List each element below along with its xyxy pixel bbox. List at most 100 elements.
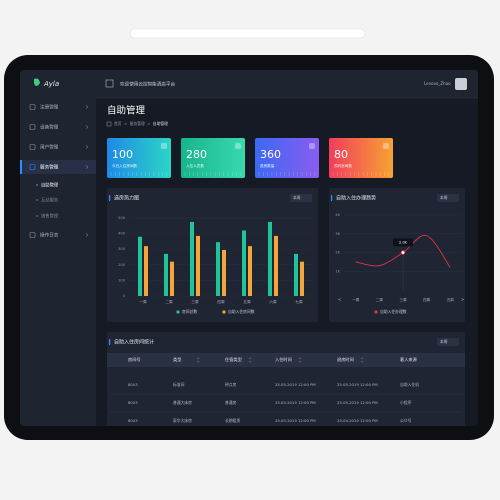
table-cell: 25.05.2019 12:00 PM	[275, 382, 316, 387]
user-name: Lenovo_Zhao	[424, 81, 451, 86]
pencil	[129, 28, 366, 39]
legend-swatch	[374, 310, 378, 314]
column-header: 退房时间	[337, 356, 354, 363]
submenu-dot	[36, 199, 38, 201]
bar	[248, 246, 252, 296]
x-tick-label: 三周	[399, 297, 407, 302]
page-title: 自助管理	[107, 105, 146, 117]
chevron	[85, 105, 89, 109]
x-tick-label: 五周	[447, 297, 455, 302]
bar	[196, 235, 200, 296]
stat-value: 360	[260, 148, 281, 161]
stat-icon	[161, 143, 167, 149]
stat-label: 预约房间数	[334, 163, 352, 168]
brand: Ayla	[43, 80, 59, 88]
tooltip	[393, 238, 413, 247]
stat-card	[181, 138, 245, 178]
table-cell: 25.05.2019 12:00 PM	[275, 418, 316, 423]
x-tick-label: 五周	[243, 299, 251, 304]
menu-toggle[interactable]	[105, 79, 114, 88]
stat-card	[255, 138, 319, 178]
stat-label: 今日入住房间数	[112, 163, 138, 168]
pager-arrow[interactable]: <	[338, 297, 341, 302]
filter-box[interactable]	[290, 194, 312, 202]
table-cell: 标准间	[173, 382, 185, 387]
bar	[274, 235, 278, 296]
sidebar	[20, 70, 96, 426]
x-tick-label: 一周	[352, 297, 360, 302]
sort-icon[interactable]	[360, 357, 364, 363]
menu-item: 用户管理	[40, 144, 59, 151]
panel-title: 自助入住办理趋势	[336, 195, 376, 202]
menu-icon	[29, 232, 36, 238]
submenu-dot	[36, 184, 38, 186]
table-cell: 普通大床房	[173, 400, 192, 405]
x-tick-label: 六周	[269, 299, 277, 304]
table-cell: 小程序	[400, 400, 412, 405]
filter-label: 本周	[440, 195, 448, 200]
active-menu-bg	[20, 160, 96, 174]
y-tick-label: 500	[118, 216, 126, 220]
menu-item: 服务管理	[40, 164, 59, 171]
stat-label: 退房数量	[260, 163, 275, 168]
panel-accent	[331, 195, 333, 201]
avatar[interactable]	[455, 78, 467, 90]
menu-icon	[29, 124, 36, 130]
stat-card	[107, 138, 171, 178]
sort-icon[interactable]	[196, 357, 200, 363]
legend-label: 自助入住办理数	[380, 309, 407, 314]
chevron	[85, 145, 89, 149]
breadcrumb-sep: >	[124, 121, 127, 126]
table-header-bg	[107, 353, 465, 367]
panel-bg	[107, 188, 318, 322]
stat-label: 入住人员数	[186, 163, 204, 168]
stat-value: 80	[334, 148, 348, 161]
chevron	[85, 165, 89, 169]
sort-icon[interactable]	[248, 357, 252, 363]
y-tick-label: 2K	[335, 251, 340, 255]
breadcrumb-sep: >	[147, 121, 150, 126]
filter-box[interactable]	[437, 338, 459, 346]
table-cell: 公众号	[400, 418, 412, 423]
legend-label: 房间总数	[182, 309, 197, 314]
submenu-item: 自助管理	[41, 182, 59, 189]
stat-icon	[309, 143, 315, 149]
submenu-item: 互动服务	[41, 197, 59, 204]
tooltip-label: 2.0k	[399, 240, 408, 245]
y-tick-label: 100	[118, 278, 126, 282]
bar	[138, 236, 142, 296]
bar	[190, 221, 194, 296]
x-tick-label: 四周	[423, 297, 431, 302]
table-cell: 8003	[128, 382, 138, 387]
menu-item: 注册管理	[40, 104, 59, 111]
x-tick-label: 一周	[139, 299, 147, 304]
highlight-point	[400, 250, 406, 255]
table-cell: 25.04.2019 12:00 PM	[337, 418, 378, 423]
filter-box[interactable]	[437, 194, 459, 202]
menu-item: 设备管理	[40, 124, 59, 131]
filter-label: 本周	[293, 195, 301, 200]
y-tick-label: 3K	[335, 232, 340, 236]
stat-value: 280	[186, 148, 207, 161]
table-cell: 25.05.2019 12:00 PM	[337, 382, 378, 387]
y-tick-label: 400	[118, 232, 126, 236]
table-cell: 钟点房	[225, 382, 237, 387]
x-tick-label: 三周	[191, 299, 199, 304]
table-cell: 8003	[128, 418, 138, 423]
pager-arrow[interactable]: >	[461, 297, 464, 302]
stat-icon	[383, 143, 389, 149]
menu-item: 操作日志	[40, 232, 59, 239]
column-header: 入住时间	[275, 356, 292, 363]
column-header: 住宿类型	[225, 356, 242, 363]
legend-label: 自助入住房间数	[228, 309, 255, 314]
y-tick-label: 4K	[335, 213, 340, 217]
bar	[216, 242, 220, 296]
column-header: 房间号	[128, 356, 141, 363]
panel-accent	[109, 339, 111, 345]
column-header: 客人来源	[400, 356, 418, 363]
sort-icon[interactable]	[298, 357, 302, 363]
x-tick-label: 四周	[217, 299, 225, 304]
table-cell: 普通房	[225, 400, 237, 405]
